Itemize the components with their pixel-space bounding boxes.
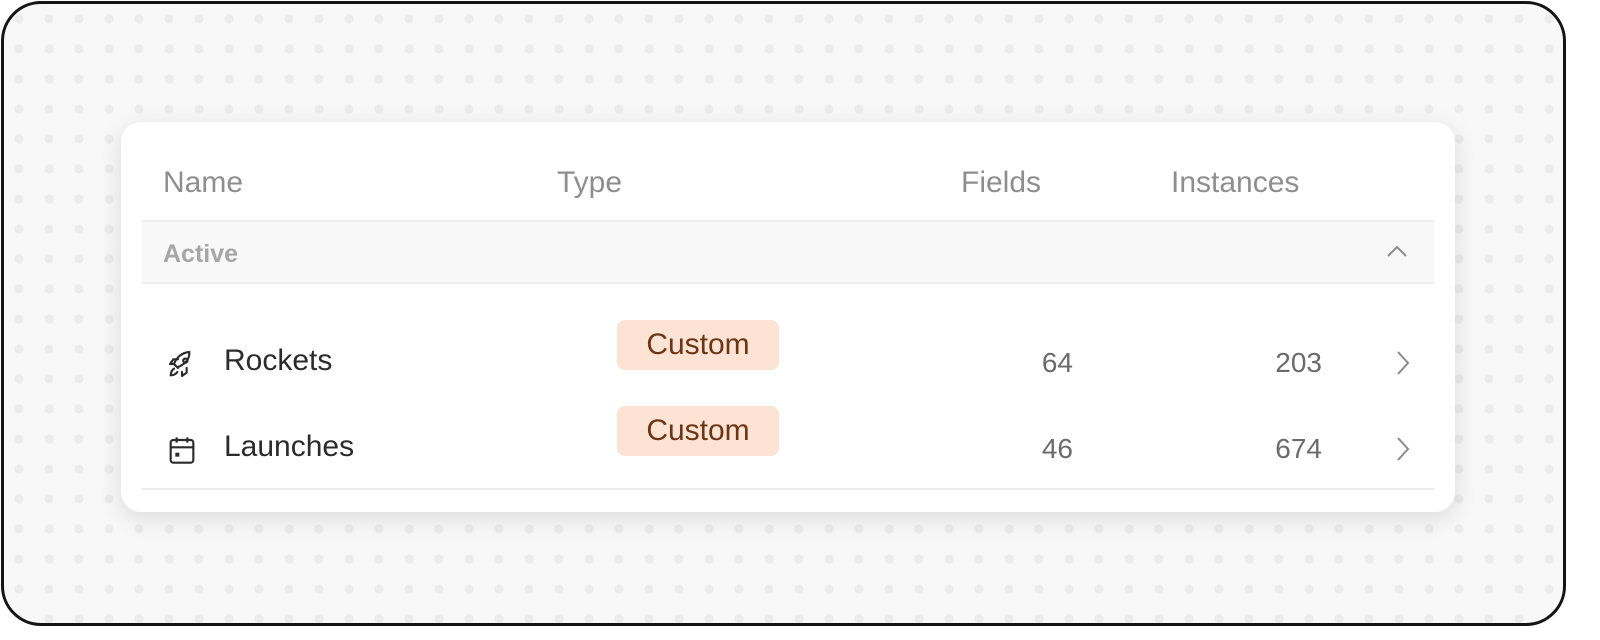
fields-count: 46 [1041,433,1073,464]
group-header-active[interactable]: Active [142,222,1434,284]
column-header-type[interactable]: Type [557,166,623,199]
type-badge: Custom [617,320,779,370]
type-badge: Custom [617,406,779,456]
column-header-instances[interactable]: Instances [1171,166,1300,199]
column-header-name[interactable]: Name [163,166,244,199]
chevron-right-icon[interactable] [1396,436,1410,462]
calendar-icon [169,437,195,464]
column-header-fields[interactable]: Fields [961,166,1042,199]
table-header: Name Type Fields Instances [142,122,1434,222]
row-name: Rockets [224,344,333,377]
chevron-right-icon[interactable] [1396,350,1410,376]
instances-count: 203 [1275,347,1322,378]
table-footer-divider [142,488,1434,490]
chevron-up-icon[interactable] [1386,244,1408,258]
group-label: Active [163,240,239,268]
table-row[interactable]: Rockets Custom 64 203 [142,320,1434,406]
frame: Name Type Fields Instances Active Rocket… [1,1,1566,626]
rocket-icon [168,350,191,378]
row-name: Launches [224,430,355,463]
table-card: Name Type Fields Instances Active Rocket… [121,122,1455,512]
instances-count: 674 [1275,433,1322,464]
table-row[interactable]: Launches Custom 46 674 [142,406,1434,492]
fields-count: 64 [1041,347,1073,378]
